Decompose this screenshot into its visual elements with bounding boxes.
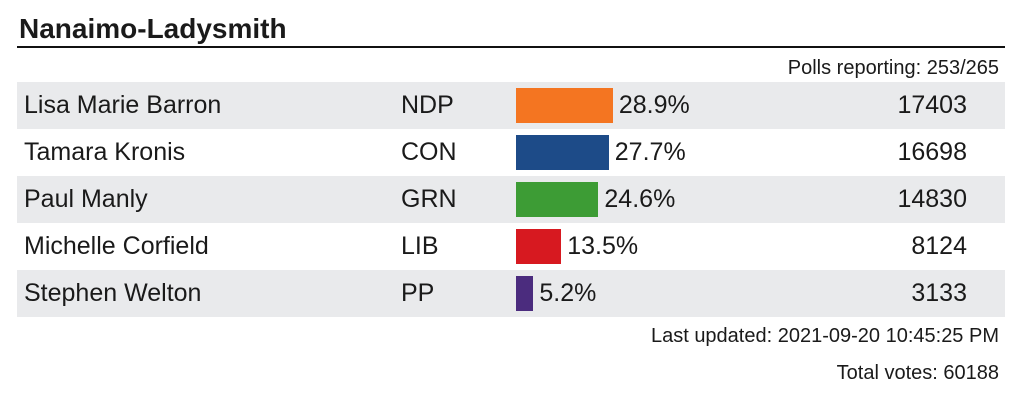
vote-count: 8124 [911,232,967,260]
party-label: NDP [401,91,454,119]
total-votes: Total votes: 60188 [836,362,999,384]
vote-count: 17403 [897,91,967,119]
vote-share-label: 28.9% [618,91,690,119]
results-widget: Nanaimo-Ladysmith Polls reporting: 253/2… [17,12,1005,391]
candidate-name: Michelle Corfield [24,232,209,260]
result-row: Paul Manly GRN 24.6% 14830 [17,176,1005,223]
party-label: PP [401,279,435,307]
polls-reporting: Polls reporting: 253/265 [787,57,999,79]
candidate-name: Lisa Marie Barron [24,91,222,119]
vote-count: 16698 [897,138,967,166]
vote-share-label: 27.7% [614,138,686,166]
party-label: CON [401,138,457,166]
party-label: LIB [401,232,439,260]
vote-share-label: 24.6% [604,185,676,213]
vote-share-bar [516,88,613,123]
result-row: Tamara Kronis CON 27.7% 16698 [17,129,1005,176]
result-row: Stephen Welton PP 5.2% 3133 [17,270,1005,317]
party-label: GRN [401,185,457,213]
result-row: Michelle Corfield LIB 13.5% 8124 [17,223,1005,270]
title-divider [17,46,1005,48]
riding-title: Nanaimo-Ladysmith [19,13,287,44]
results-footer: Last updated: 2021-09-20 10:45:25 PM Tot… [17,317,1005,391]
vote-share-bar [516,135,609,170]
last-updated: Last updated: 2021-09-20 10:45:25 PM [650,325,999,347]
result-row: Lisa Marie Barron NDP 28.9% 17403 [17,82,1005,129]
vote-share-bar [516,182,599,217]
vote-share-bar [516,276,534,311]
vote-count: 14830 [897,185,967,213]
vote-count: 3133 [911,279,967,307]
candidate-name: Stephen Welton [24,279,202,307]
candidate-name: Paul Manly [24,185,148,213]
vote-share-label: 5.2% [539,279,597,307]
vote-share-label: 13.5% [567,232,639,260]
vote-share-bar [516,229,562,264]
results-table: Lisa Marie Barron NDP 28.9% 17403 Tamara Kro… [17,82,1005,317]
candidate-name: Tamara Kronis [24,138,186,166]
